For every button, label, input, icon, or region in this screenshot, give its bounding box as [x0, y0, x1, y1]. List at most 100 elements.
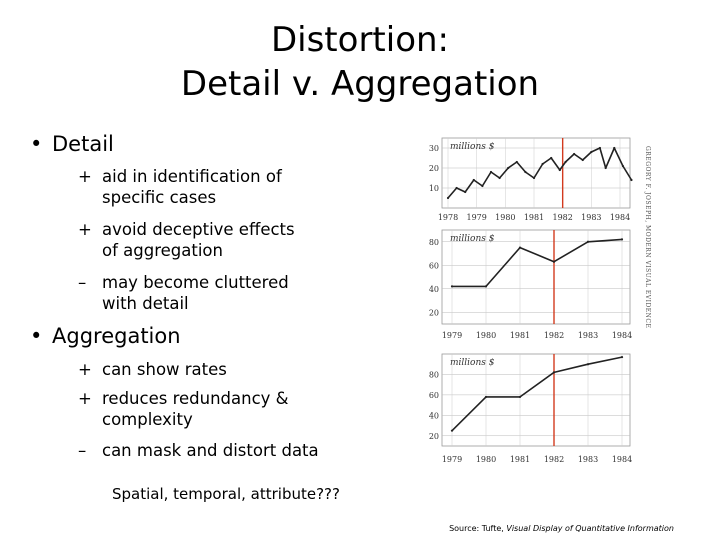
- footer-note: Spatial, temporal, attribute???: [112, 485, 340, 503]
- x-tick-label: 1982: [552, 213, 572, 222]
- data-point: [489, 170, 493, 174]
- x-tick-label: 1979: [466, 213, 486, 222]
- x-tick-label: 1984: [612, 331, 632, 340]
- y-tick-label: 40: [429, 411, 439, 420]
- slide-title: Distortion: Detail v. Aggregation: [0, 18, 720, 106]
- y-tick-label: 20: [429, 308, 439, 317]
- tufte-figure: 10 20 30 1978 1979 1980 1981 1982 1983 1984 millio…: [418, 128, 658, 472]
- data-point: [507, 166, 510, 170]
- chart-panel-1: 10 20 30 1978 1979 1980 1981 1982 1983 1984 millio…: [429, 137, 633, 222]
- data-point: [586, 363, 590, 366]
- x-tick-label: 1979: [442, 331, 462, 340]
- data-point: [541, 162, 544, 166]
- bullet-dot-icon: •: [30, 132, 43, 156]
- data-point: [446, 196, 450, 200]
- series-line: [447, 147, 633, 199]
- aggregation-point-3: – can mask and distort data: [78, 441, 319, 460]
- minus-icon: –: [78, 273, 87, 292]
- unit-label: millions $: [450, 142, 495, 152]
- x-tick-label: 1983: [578, 331, 598, 340]
- data-point: [515, 160, 518, 164]
- data-point: [620, 238, 624, 241]
- data-point: [450, 285, 454, 288]
- y-tick-label: 30: [429, 144, 439, 153]
- data-point: [455, 186, 458, 190]
- chart-panel-3: 20 40 60 80 1979 1980 1981 1982 1983 1984 millions…: [429, 353, 632, 464]
- x-tick-label: 1981: [510, 455, 530, 464]
- data-point: [630, 178, 633, 182]
- data-point: [598, 146, 602, 150]
- data-point: [620, 355, 624, 359]
- x-tick-label: 1983: [581, 213, 601, 222]
- data-point: [621, 164, 624, 168]
- plus-icon: +: [78, 360, 92, 379]
- data-point: [552, 371, 556, 374]
- data-point: [586, 240, 590, 243]
- data-point: [472, 178, 475, 182]
- x-tick-label: 1980: [495, 213, 515, 222]
- data-point: [552, 260, 556, 263]
- data-point: [484, 285, 488, 288]
- unit-label: millions $: [450, 358, 495, 368]
- plus-icon: +: [78, 167, 92, 186]
- data-point: [564, 160, 567, 164]
- title-line-2: Detail v. Aggregation: [180, 64, 540, 104]
- data-point: [604, 166, 607, 170]
- y-tick-label: 40: [429, 285, 439, 294]
- detail-point-1: + aid in identification of specific case…: [78, 167, 282, 207]
- chart-frame: [441, 353, 631, 447]
- data-point: [518, 395, 522, 399]
- data-point: [550, 156, 553, 160]
- aggregation-point-2: + reduces redundancy & complexity: [78, 389, 289, 429]
- x-tick-label: 1980: [476, 455, 496, 464]
- charts-svg: 10 20 30 1978 1979 1980 1981 1982 1983 1984 millio…: [429, 137, 651, 464]
- data-point: [532, 176, 536, 180]
- x-tick-label: 1982: [544, 331, 564, 340]
- x-tick-label: 1983: [578, 455, 598, 464]
- x-tick-label: 1978: [438, 213, 458, 222]
- unit-label: millions $: [450, 234, 495, 244]
- y-tick-label: 80: [429, 370, 439, 379]
- source-citation: Source: Tufte, Visual Display of Quantit…: [449, 524, 674, 533]
- y-tick-label: 80: [429, 238, 439, 247]
- y-tick-label: 20: [429, 164, 439, 173]
- y-tick-label: 10: [429, 184, 439, 193]
- detail-point-2: + avoid deceptive effects of aggregation: [78, 220, 295, 260]
- y-tick-label: 60: [429, 391, 439, 400]
- minus-icon: –: [78, 441, 87, 460]
- data-point: [590, 150, 593, 154]
- series-line: [451, 356, 623, 432]
- aggregation-heading: • Aggregation: [30, 324, 181, 348]
- data-point: [613, 146, 616, 150]
- data-point: [581, 158, 584, 162]
- data-point: [481, 184, 484, 188]
- data-point: [484, 395, 488, 399]
- title-line-1: Distortion:: [270, 20, 450, 60]
- aggregation-point-1: + can show rates: [78, 360, 227, 379]
- x-tick-label: 1979: [442, 455, 462, 464]
- x-tick-label: 1982: [544, 455, 564, 464]
- x-tick-label: 1984: [610, 213, 630, 222]
- x-tick-label: 1981: [524, 213, 544, 222]
- chart-panel-2: 20 40 60 80 1979 1980 1981 1982 1983 1984 millions…: [429, 229, 632, 340]
- data-point: [464, 190, 467, 194]
- figure-credit: GREGORY F. JOSEPH, MODERN VISUAL EVIDENC…: [644, 146, 651, 328]
- chart-frame: [441, 229, 631, 325]
- y-tick-label: 60: [429, 261, 439, 270]
- detail-heading: • Detail: [30, 132, 114, 156]
- chart-frame: [441, 137, 631, 209]
- bullet-dot-icon: •: [30, 324, 43, 348]
- series-line: [452, 238, 623, 288]
- data-point: [558, 168, 561, 172]
- data-point: [573, 152, 576, 156]
- plus-icon: +: [78, 220, 92, 239]
- data-point: [498, 176, 501, 180]
- data-point: [524, 170, 527, 174]
- data-point: [518, 246, 522, 249]
- plus-icon: +: [78, 389, 92, 408]
- x-tick-label: 1984: [612, 455, 632, 464]
- y-tick-label: 20: [429, 432, 439, 441]
- detail-point-3: – may become cluttered with detail: [78, 273, 289, 313]
- data-point: [450, 429, 454, 432]
- x-tick-label: 1980: [476, 331, 496, 340]
